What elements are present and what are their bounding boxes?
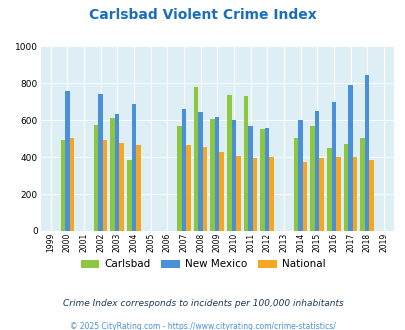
Bar [347, 85, 352, 231]
Bar [335, 157, 340, 231]
Bar [110, 118, 115, 231]
Bar [127, 160, 131, 231]
Bar [364, 75, 369, 231]
Bar [236, 156, 240, 231]
Text: Carlsbad Violent Crime Index: Carlsbad Violent Crime Index [89, 8, 316, 22]
Bar [69, 138, 74, 231]
Bar [343, 144, 347, 231]
Bar [231, 120, 236, 231]
Bar [185, 145, 190, 231]
Bar [60, 141, 65, 231]
Bar [326, 148, 331, 231]
Bar [243, 96, 248, 231]
Legend: Carlsbad, New Mexico, National: Carlsbad, New Mexico, National [76, 255, 329, 274]
Bar [214, 117, 219, 231]
Bar [219, 151, 224, 231]
Bar [198, 112, 202, 231]
Bar [269, 157, 273, 231]
Bar [102, 140, 107, 231]
Bar [98, 94, 102, 231]
Bar [360, 138, 364, 231]
Bar [319, 158, 323, 231]
Bar [202, 147, 207, 231]
Bar [210, 119, 214, 231]
Bar [248, 126, 252, 231]
Bar [293, 138, 298, 231]
Bar [115, 114, 119, 231]
Bar [226, 95, 231, 231]
Bar [314, 111, 319, 231]
Bar [302, 162, 307, 231]
Bar [298, 120, 302, 231]
Bar [352, 157, 356, 231]
Bar [177, 126, 181, 231]
Bar [193, 87, 198, 231]
Bar [94, 125, 98, 231]
Bar [369, 160, 373, 231]
Bar [331, 102, 335, 231]
Bar [136, 145, 140, 231]
Bar [264, 127, 269, 231]
Bar [260, 129, 264, 231]
Bar [252, 158, 257, 231]
Bar [131, 104, 136, 231]
Text: Crime Index corresponds to incidents per 100,000 inhabitants: Crime Index corresponds to incidents per… [62, 299, 343, 308]
Text: © 2025 CityRating.com - https://www.cityrating.com/crime-statistics/: © 2025 CityRating.com - https://www.city… [70, 322, 335, 330]
Bar [181, 109, 185, 231]
Bar [65, 90, 69, 231]
Bar [310, 126, 314, 231]
Bar [119, 143, 124, 231]
